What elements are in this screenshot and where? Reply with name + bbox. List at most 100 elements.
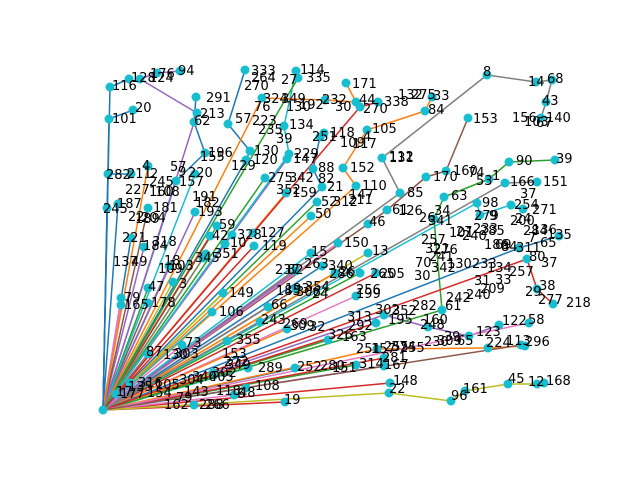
node-181 (143, 203, 153, 213)
node-label: 204 (141, 211, 166, 226)
node-label: 15 (311, 245, 328, 260)
node-label: 84 (501, 240, 518, 255)
node-label: 229 (294, 147, 319, 162)
node-label: 341 (428, 214, 453, 229)
node-label: 134 (289, 118, 314, 133)
node-351 (201, 249, 211, 259)
node-label: 218 (566, 296, 591, 311)
node-110 (351, 181, 361, 191)
node-label: 58 (528, 313, 545, 328)
edge-0-205 (102, 272, 377, 411)
node-label: 120 (253, 153, 278, 168)
node-label: 108 (155, 185, 180, 200)
edge-85-112 (381, 157, 401, 194)
node-148 (385, 378, 395, 388)
node-177 (111, 389, 121, 399)
edge-213-124 (139, 78, 198, 114)
node-281 (379, 353, 389, 363)
node-label: 27 (281, 73, 298, 88)
node-label: 129 (231, 159, 256, 174)
node-label: 22 (389, 382, 406, 397)
node-21 (317, 182, 327, 192)
node-label: 187 (117, 197, 142, 212)
node-159 (281, 188, 291, 198)
node-243 (255, 317, 265, 327)
edge-0-335 (102, 77, 299, 411)
node-label: 26 (419, 211, 436, 226)
node-87 (143, 349, 153, 359)
node-label: 237 (275, 263, 300, 278)
node-label: 34 (434, 204, 451, 219)
node-282 (103, 169, 113, 179)
node-label: 80 (529, 250, 546, 265)
node-label: 309 (437, 334, 462, 349)
node-label: 149 (229, 286, 254, 301)
node-label: 59 (219, 218, 236, 233)
node-4 (143, 161, 153, 171)
node-label: 30 (335, 100, 352, 115)
node-label: 143 (184, 385, 209, 400)
node-82 (291, 266, 301, 276)
node-label: 275 (411, 88, 436, 103)
node-label: 85 (407, 186, 424, 201)
node-label: 27 (456, 225, 473, 240)
node-label: 119 (262, 239, 287, 254)
node-label: 61 (445, 299, 462, 314)
node-label: 101 (449, 226, 474, 241)
edge-0-255 (102, 348, 378, 411)
node-label: 245 (149, 175, 174, 190)
node-label: 109 (158, 262, 183, 277)
node-label: 136 (532, 223, 557, 238)
node-label: 220 (188, 166, 213, 181)
node-1 (484, 174, 494, 184)
node-label: 227 (125, 183, 150, 198)
node-label: 282 (412, 299, 437, 314)
node-label: 33 (495, 273, 512, 288)
node-label: 275 (268, 171, 293, 186)
node-label: 349 (281, 92, 306, 107)
node-262 (330, 268, 340, 278)
node-label: 3 (179, 277, 187, 292)
node-label: 37 (520, 187, 537, 202)
node-153 (463, 113, 473, 123)
node-label: 171 (352, 77, 377, 92)
node-label: 191 (192, 190, 217, 205)
node-label: 235 (258, 123, 283, 138)
node-label: 157 (179, 175, 204, 190)
node-134 (279, 121, 289, 131)
node-279 (475, 210, 485, 220)
node-label: 270 (363, 102, 388, 117)
node-label: 163 (342, 330, 367, 345)
node-label: 159 (292, 186, 317, 201)
node-label: 292 (348, 319, 373, 334)
node-label: 257 (421, 233, 446, 248)
node-label: 24 (312, 287, 329, 302)
node-label: 324 (263, 92, 288, 107)
edge-0-48 (102, 394, 235, 411)
node-289 (243, 363, 253, 373)
node-126 (382, 205, 392, 215)
node-220 (190, 169, 200, 179)
node-label: 21 (327, 180, 344, 195)
node-label: 37 (541, 256, 558, 271)
edge-0-58 (102, 322, 530, 411)
node-label: 265 (370, 267, 395, 282)
edge-0-148 (102, 382, 391, 411)
node-85 (395, 188, 405, 198)
node-42 (205, 231, 215, 241)
node-291 (191, 92, 201, 102)
node-label: 62 (194, 114, 211, 129)
node-label: 49 (131, 255, 148, 270)
node-label: 248 (420, 318, 445, 333)
node-label: 43 (542, 94, 559, 109)
node-label: 304 (179, 373, 204, 388)
node-label: 352 (392, 304, 417, 319)
node-label: 130 (163, 348, 188, 363)
node-135 (554, 231, 564, 241)
edge-0-262 (102, 272, 336, 411)
node-label: 118 (216, 384, 241, 399)
node-43 (541, 97, 551, 107)
node-label: 117 (352, 137, 377, 152)
node-101 (104, 114, 114, 124)
edge-0-50 (102, 215, 312, 411)
